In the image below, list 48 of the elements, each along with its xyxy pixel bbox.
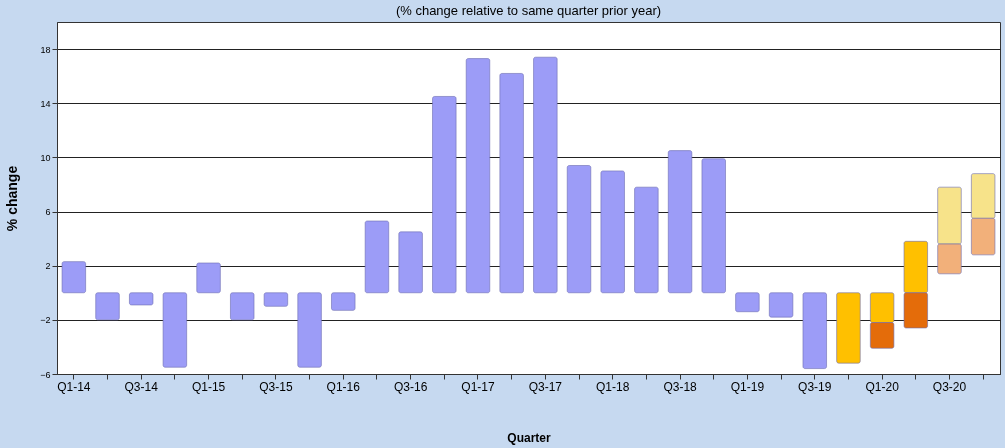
bar (364, 220, 390, 294)
y-axis-title: % change (4, 165, 21, 232)
bar (836, 292, 861, 364)
x-tick-label: Q1-17 (461, 379, 495, 394)
bar (162, 292, 187, 368)
bar (196, 262, 221, 294)
x-tick-label: Q1-18 (596, 379, 630, 394)
x-tick-label: Q3-15 (259, 379, 293, 394)
y-tick-label: 18 (40, 44, 51, 55)
y-tick-label: −6 (40, 369, 51, 380)
bar (95, 292, 120, 321)
bar (499, 73, 524, 294)
y-tick-label: −2 (40, 315, 51, 326)
x-tick-label: Q1-16 (326, 379, 361, 394)
bar (331, 292, 356, 311)
bar (230, 292, 255, 321)
bar (802, 292, 827, 369)
bar (432, 96, 457, 294)
bar (600, 170, 625, 294)
x-tick-label: Q1-19 (730, 379, 765, 394)
x-tick-label: Q3-16 (393, 379, 428, 394)
bar (263, 292, 288, 307)
x-tick-label: Q3-18 (663, 379, 698, 394)
x-axis-title: Quarter (507, 430, 551, 445)
bar (465, 58, 491, 294)
chart-title: (% change relative to same quarter prior year) (395, 3, 662, 18)
x-tick-label: Q3-20 (932, 379, 967, 394)
bar (735, 292, 760, 313)
y-tick-label: 14 (40, 98, 51, 109)
x-tick-label: Q3-14 (124, 379, 159, 394)
y-tick-label: 10 (40, 152, 51, 163)
x-tick-label: Q3-19 (798, 379, 832, 394)
bar (769, 292, 794, 318)
x-tick-label: Q1-20 (865, 379, 900, 394)
bar (533, 56, 558, 294)
y-tick-label: 6 (45, 207, 51, 218)
bar (61, 261, 86, 294)
bar (398, 231, 423, 294)
y-tick-label: 2 (45, 261, 51, 272)
bar (566, 165, 592, 294)
x-tick-label: Q3-17 (528, 379, 563, 394)
x-tick-label: Q1-14 (57, 379, 91, 394)
bar (129, 292, 154, 306)
bar (701, 158, 726, 294)
x-tick-label: Q1-15 (191, 379, 226, 394)
bar (634, 186, 659, 294)
bar (667, 150, 693, 294)
bar (297, 292, 322, 368)
